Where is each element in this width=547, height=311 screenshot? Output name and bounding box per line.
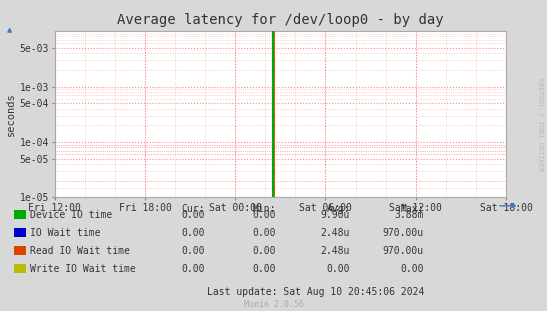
Text: 0.00: 0.00 xyxy=(253,246,276,256)
Text: RRDTOOL / TOBI OETIKER: RRDTOOL / TOBI OETIKER xyxy=(537,78,543,171)
Text: 0.00: 0.00 xyxy=(253,264,276,274)
Text: 0.00: 0.00 xyxy=(400,264,424,274)
Text: 0.00: 0.00 xyxy=(182,210,205,220)
Text: 0.00: 0.00 xyxy=(182,264,205,274)
Text: 0.00: 0.00 xyxy=(253,210,276,220)
Text: 2.48u: 2.48u xyxy=(321,228,350,238)
Text: Write IO Wait time: Write IO Wait time xyxy=(30,264,136,274)
Text: 970.00u: 970.00u xyxy=(383,228,424,238)
Text: Last update: Sat Aug 10 20:45:06 2024: Last update: Sat Aug 10 20:45:06 2024 xyxy=(207,287,424,297)
Text: Read IO Wait time: Read IO Wait time xyxy=(30,246,130,256)
Text: 0.00: 0.00 xyxy=(253,228,276,238)
Text: 9.90u: 9.90u xyxy=(321,210,350,220)
Text: Cur:: Cur: xyxy=(182,204,205,214)
Text: 3.88m: 3.88m xyxy=(394,210,424,220)
Text: IO Wait time: IO Wait time xyxy=(30,228,101,238)
Text: Avg:: Avg: xyxy=(327,204,350,214)
Text: 0.00: 0.00 xyxy=(182,246,205,256)
Text: Min:: Min: xyxy=(253,204,276,214)
Text: 0.00: 0.00 xyxy=(327,264,350,274)
Text: Device IO time: Device IO time xyxy=(30,210,112,220)
Title: Average latency for /dev/loop0 - by day: Average latency for /dev/loop0 - by day xyxy=(117,13,444,27)
Text: 0.00: 0.00 xyxy=(182,228,205,238)
Text: 2.48u: 2.48u xyxy=(321,246,350,256)
Text: Max:: Max: xyxy=(400,204,424,214)
Y-axis label: seconds: seconds xyxy=(5,92,16,136)
Text: Munin 2.0.56: Munin 2.0.56 xyxy=(243,300,304,309)
Text: 970.00u: 970.00u xyxy=(383,246,424,256)
